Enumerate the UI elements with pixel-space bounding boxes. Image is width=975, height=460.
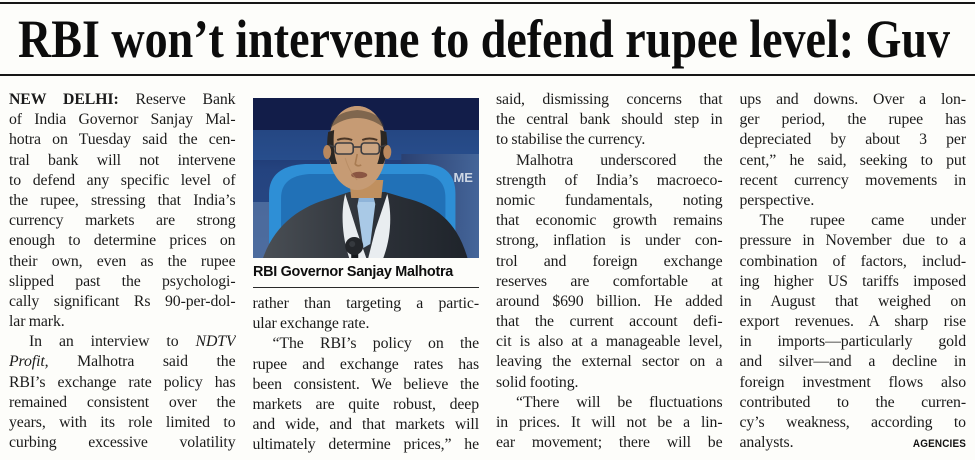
text-line: combination of factors, includ- (739, 252, 967, 270)
text-line: ger period, the rupee has (739, 111, 967, 129)
text-line: pressure in November due to a (739, 232, 967, 250)
text-line: curbing excessive volatility (9, 434, 236, 452)
text-line: nomic fundamentals, noting (496, 191, 723, 209)
text-line: that the current account defi- (496, 313, 723, 331)
column-text: rather than targeting a partic-ular exch… (253, 294, 480, 456)
headline: RBI won’t intervene to defend rupee leve… (18, 9, 950, 69)
text-line: currency markets are strong (9, 212, 236, 230)
text-line: NEW DELHI: Reserve Bank (9, 91, 236, 108)
text-line: cy’s weakness, according to (739, 414, 967, 431)
text-line: the central bank should step in (496, 111, 723, 129)
text-line: lar mark. (9, 313, 65, 331)
text-line: and wide, and that markets will (252, 416, 480, 434)
glasses (328, 142, 387, 155)
photo-figure: ME (252, 98, 479, 288)
agency-credit: AGENCIES (912, 438, 966, 451)
text-line: rather than targeting a partic- (252, 295, 480, 312)
text-line: solid footing. (496, 373, 579, 391)
backdrop-text: ME (453, 170, 473, 185)
text-line: slipped past the psychologi- (9, 272, 236, 290)
text-line: ultimately determine prices,” he (252, 436, 480, 454)
article-column-4: ups and downs. Over a lon-ger period, th… (740, 90, 967, 456)
text-line: ing higher US tariffs imposed (739, 272, 967, 290)
text-line: contributed to the curren- (739, 393, 967, 411)
text-line: cit is also at a manageable level, (496, 333, 723, 351)
text-line: “The RBI’s policy on the (272, 335, 480, 353)
text-line: Malhotra underscored the (516, 151, 723, 169)
article-photo: ME (252, 98, 479, 258)
text-line: in August that weighed on (739, 292, 967, 310)
text-line: trol and foreign exchange (496, 252, 723, 270)
text: analysts. (739, 434, 794, 452)
text-line: enough to determine prices on (9, 232, 236, 250)
text-line: foreign investment flows also (739, 373, 967, 391)
text-line: tral bank will not intervene (9, 151, 236, 169)
photo-caption: RBI Governor Sanjay Malhotra (252, 263, 453, 280)
text-line: analysts. AGENCIES (740, 433, 967, 453)
headline-text: RBI won’t intervene to defend rupee leve… (18, 9, 950, 69)
column-text: ups and downs. Over a lon-ger period, th… (740, 90, 967, 453)
caption-rule (252, 287, 479, 288)
text-line: their own, even as the rupee (9, 252, 236, 270)
article-column-1: NEW DELHI: Reserve Bank of India Governor… (9, 90, 236, 456)
text-line: reserves are comfortable at (496, 272, 723, 290)
text-line: export revenues. A sharp rise (739, 313, 967, 331)
text-line: to stabilise the currency. (496, 131, 646, 149)
text-line: “There will be fluctuations (516, 393, 723, 411)
microphone (344, 237, 363, 258)
text-line: in imports—particularly gold (739, 333, 967, 351)
column-text: said, dismissing concerns that the centra… (496, 90, 723, 453)
text-line: ular exchange rate. (252, 315, 370, 333)
text-line: markets are quite robust, deep (252, 395, 480, 413)
text-line: been consistent. We believe the (252, 375, 480, 393)
text-line: rupee and exchange rates has (252, 355, 480, 373)
text-line: and silver—and a decline in (739, 353, 967, 371)
text-line: In an interview to NDTV (29, 333, 236, 351)
text-line: the rupee, stressing that India’s (9, 191, 236, 209)
article-column-3: said, dismissing concerns that the centra… (496, 90, 723, 456)
text-line: cent,” he said, seeking to put (739, 151, 967, 169)
text-line: ear movement; there will be (496, 434, 723, 452)
text-line: said, dismissing concerns that (496, 91, 723, 108)
text-line: to defend any specific level of (9, 171, 236, 189)
text-line: perspective. (739, 191, 815, 209)
photo-person (262, 106, 467, 258)
text-line: The rupee came under (759, 212, 967, 230)
text-line: leaving the external sector on a (496, 353, 723, 371)
text-line: strong, inflation is under con- (496, 232, 723, 250)
headline-rule (0, 74, 975, 76)
article-body: NEW DELHI: Reserve Bank of India Governor… (9, 90, 966, 456)
text-line: of India Governor Sanjay Mal- (9, 111, 236, 129)
text-line: hotra on Tuesday said the cen- (9, 131, 236, 149)
article-column-2: ME (252, 90, 480, 456)
text-line: in prices. It will not be a lin- (496, 414, 723, 431)
text-line: depreciated by about 3 per (739, 131, 967, 149)
text-line: years, with its role limited to (9, 414, 236, 431)
text-line: cally significant Rs 90-per-dol- (9, 292, 236, 310)
text-line: recent currency movements in (739, 171, 967, 189)
text-line: around $690 billion. He added (496, 292, 723, 310)
text-line: that economic growth remains (496, 212, 723, 230)
text-line: ups and downs. Over a lon- (739, 91, 967, 108)
top-rule (0, 2, 975, 4)
text-line: remained consistent over the (9, 393, 236, 411)
text-line: RBI’s exchange rate policy has (9, 373, 236, 391)
text-line: strength of India’s macroeco- (496, 171, 723, 189)
text-line: Profit, Malhotra said the (9, 353, 236, 371)
column-text: NEW DELHI: Reserve Bank of India Governor… (9, 90, 236, 453)
